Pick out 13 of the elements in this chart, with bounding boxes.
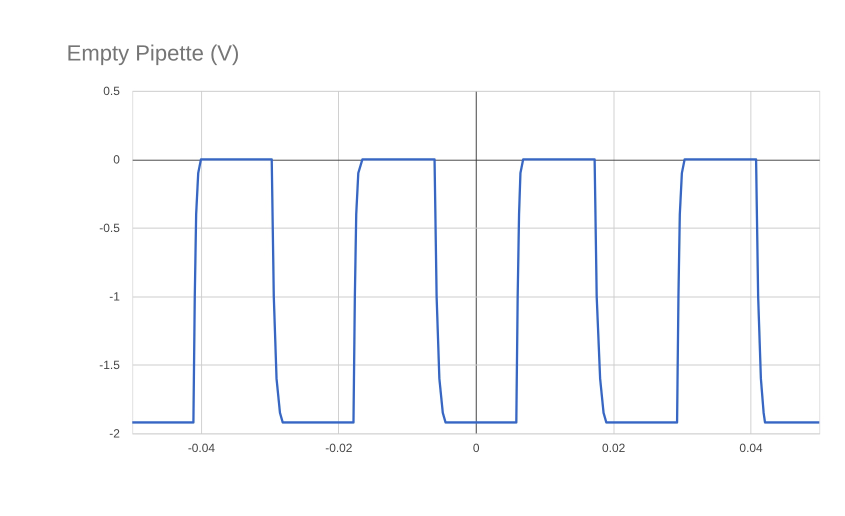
line-series	[131, 158, 820, 424]
x-tick-label: 0.04	[739, 441, 764, 456]
x-tick-label: 0.02	[602, 441, 626, 456]
y-tick-label: -1	[109, 290, 120, 304]
y-tick-label: 0.5	[103, 84, 120, 98]
y-tick-label: -1.5	[99, 358, 120, 372]
x-tick-label: 0	[472, 441, 480, 456]
y-tick-label: -0.5	[99, 220, 120, 235]
y-tick-label: 0	[113, 152, 120, 166]
y-tick-label: -2	[109, 426, 120, 441]
x-tick-label: -0.04	[188, 441, 216, 456]
chart-title: Empty Pipette (V)	[66, 40, 240, 66]
x-tick-label: -0.02	[325, 441, 353, 456]
